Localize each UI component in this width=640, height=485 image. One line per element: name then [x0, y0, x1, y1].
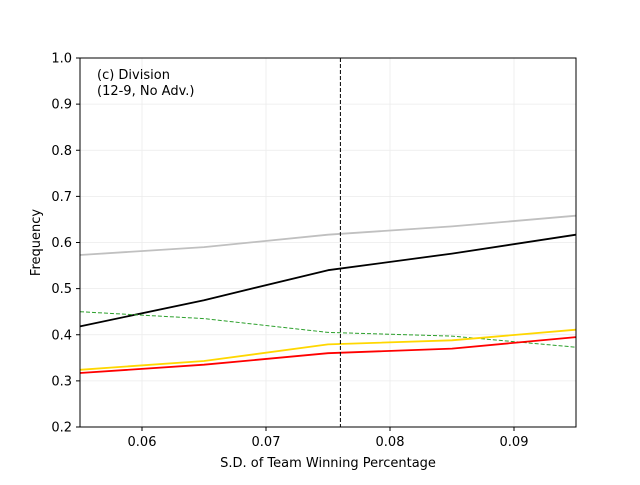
grid: [80, 57, 576, 428]
y-tick-label: 0.3: [51, 374, 72, 389]
series-layer: [79, 214, 577, 374]
y-axis-title: Frequency: [29, 209, 44, 276]
x-tick-label: 0.06: [128, 435, 157, 450]
y-axis-ticks: 0.2 0.3 0.4 0.5 0.6 0.7 0.8 0.9 1.0: [51, 52, 80, 436]
y-tick-label: 0.5: [51, 282, 72, 297]
annotation-line-2: (12-9, No Adv.): [97, 84, 194, 99]
x-tick-label: 0.09: [500, 435, 529, 450]
x-axis-ticks: 0.06 0.07 0.08 0.09: [128, 427, 529, 450]
y-tick-label: 0.9: [51, 98, 72, 113]
y-tick-label: 0.8: [51, 144, 72, 159]
series-line-3: [79, 311, 577, 348]
series-line-4: [79, 328, 577, 371]
x-tick-label: 0.07: [252, 435, 281, 450]
series-line-5: [79, 336, 577, 374]
y-tick-label: 0.6: [51, 236, 72, 251]
series-line-2: [79, 233, 577, 328]
y-tick-label: 0.2: [51, 421, 72, 436]
x-axis-title: S.D. of Team Winning Percentage: [220, 456, 436, 471]
series-line-1: [79, 214, 577, 256]
y-tick-label: 0.4: [51, 328, 72, 343]
y-tick-label: 1.0: [51, 52, 72, 67]
y-tick-label: 0.7: [51, 190, 72, 205]
x-tick-label: 0.08: [376, 435, 405, 450]
annotation-line-1: (c) Division: [97, 68, 170, 83]
